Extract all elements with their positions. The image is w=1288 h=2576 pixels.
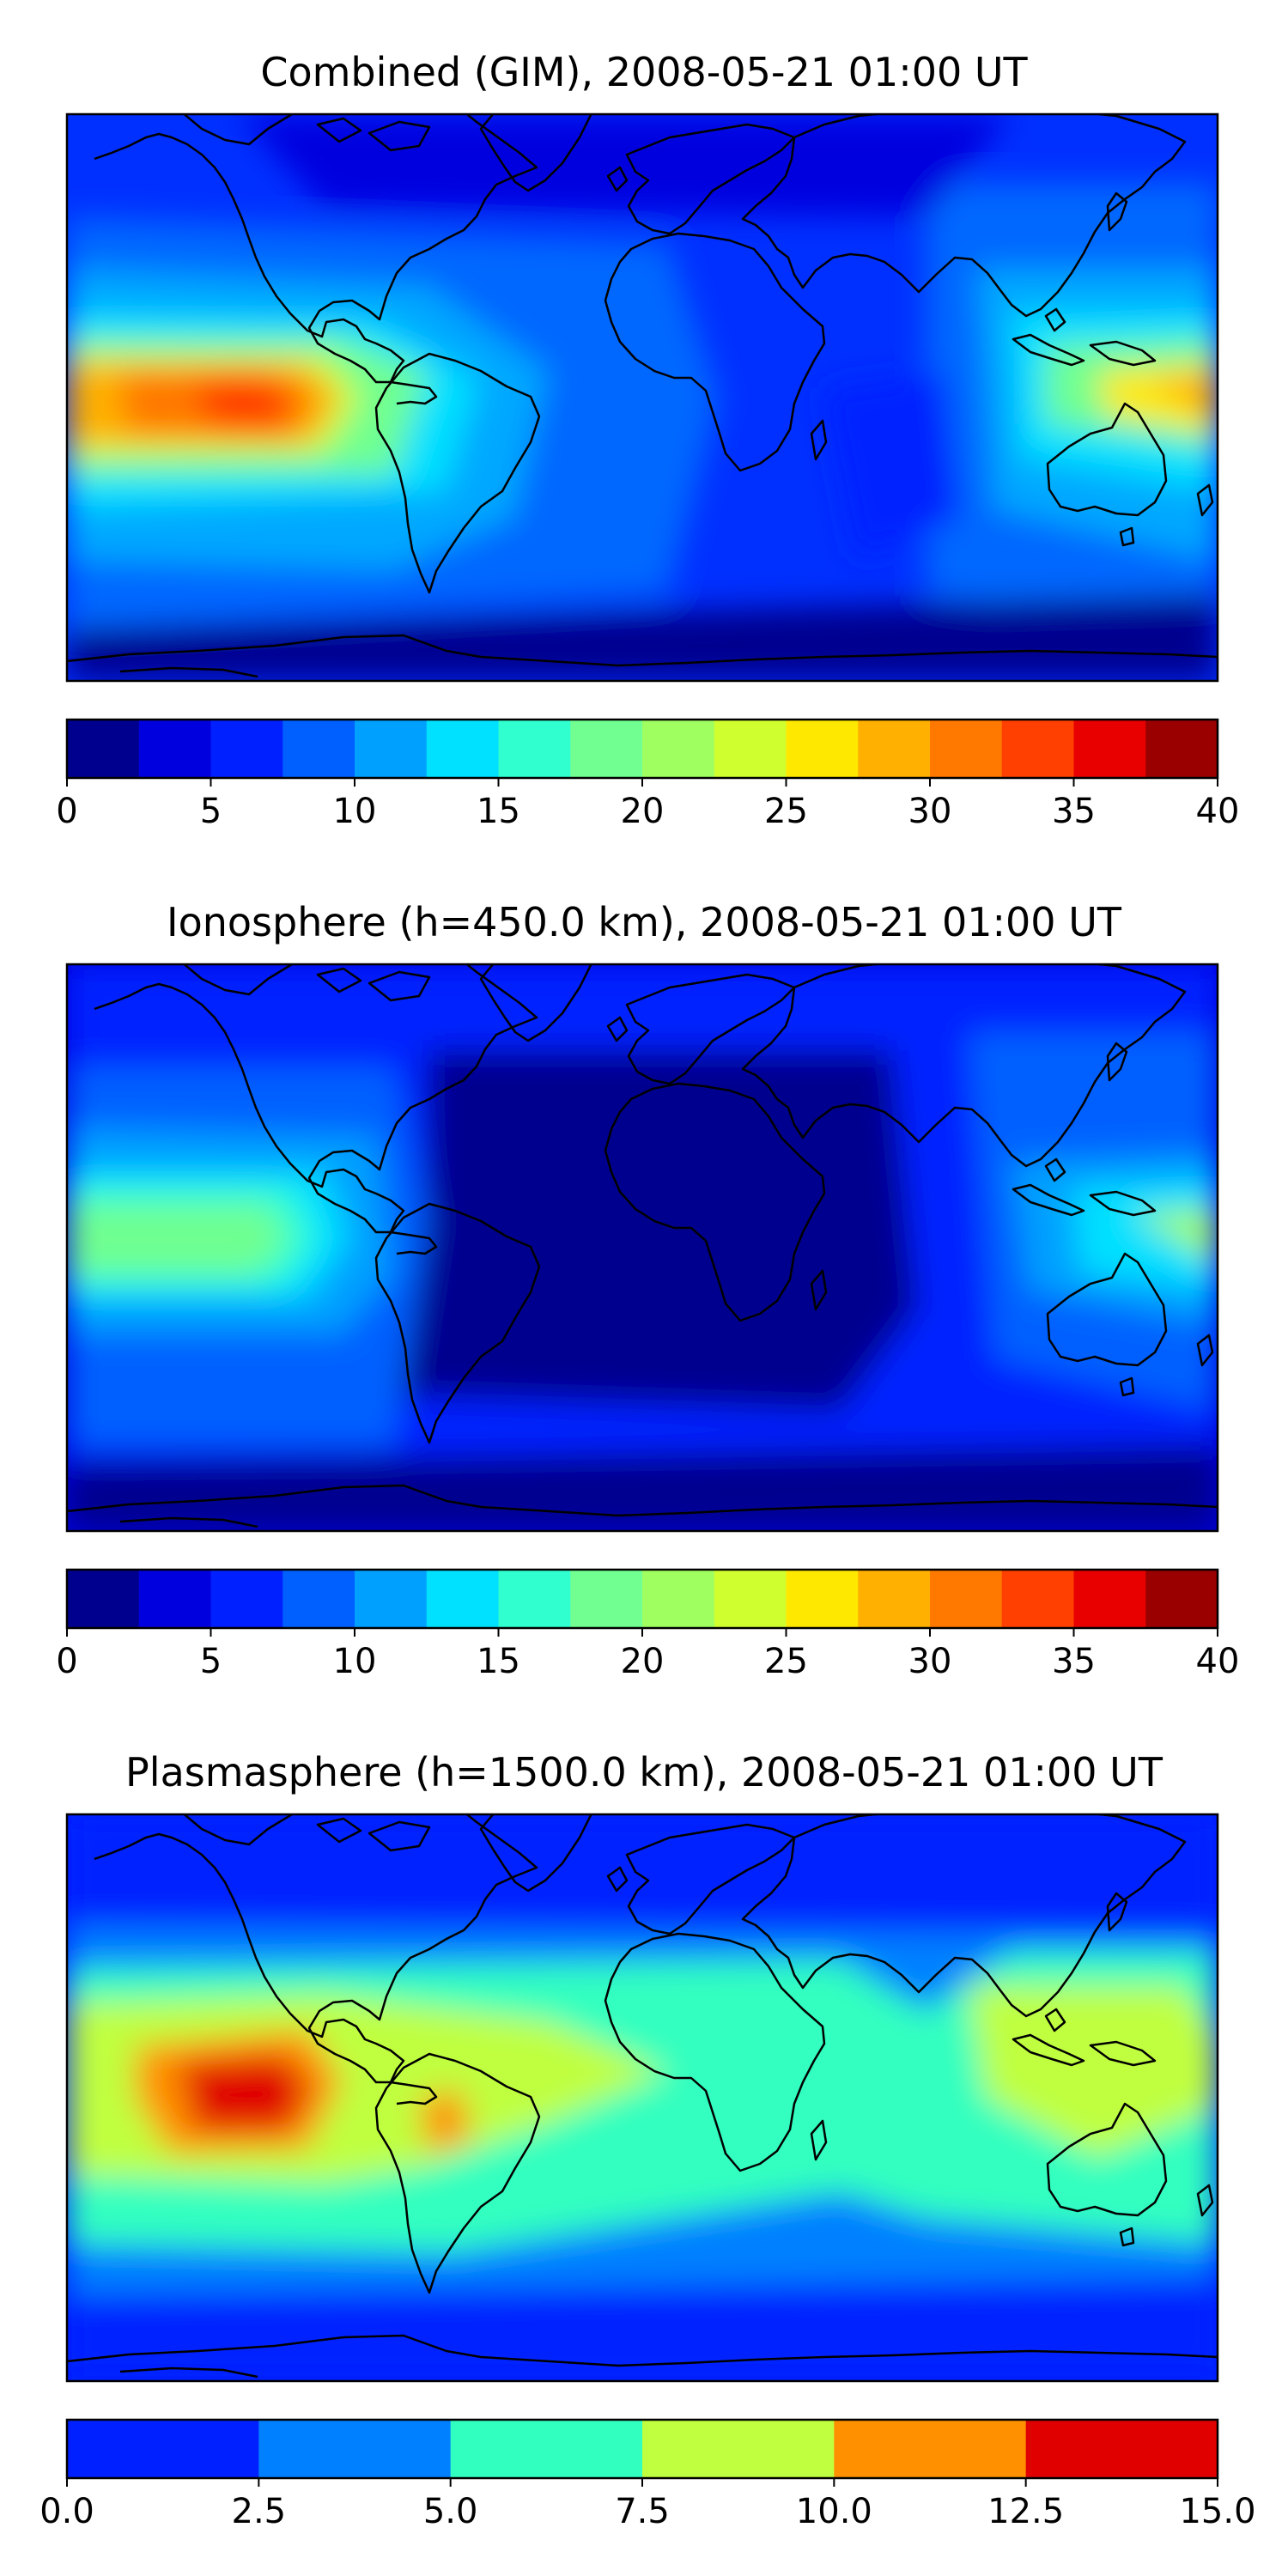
panel-title: Plasmasphere (h=1500.0 km), 2008-05-21 0… [125, 1749, 1163, 1795]
colorbar-segment [210, 1570, 283, 1628]
colorbar-segment [426, 1570, 500, 1628]
colorbar-segment [283, 1570, 355, 1628]
colorbar-segment [930, 1570, 1003, 1628]
panel-ionosphere: Ionosphere (h=450.0 km), 2008-05-21 01:0… [56, 899, 1239, 1681]
colorbar-segment [138, 720, 212, 778]
colorbar-segment [858, 720, 931, 778]
colorbar-tick-label: 15 [477, 792, 520, 831]
colorbar-tick-label: 30 [908, 1642, 952, 1681]
colorbar-segment [1025, 2420, 1218, 2478]
colorbar-segment [1073, 1570, 1146, 1628]
colorbar-segment [1001, 1570, 1075, 1628]
colorbar-segment [283, 720, 355, 778]
colorbar-segment [138, 1570, 212, 1628]
colorbar-segment [258, 2420, 452, 2478]
colorbar-tick-label: 10 [333, 1642, 377, 1681]
panel-title: Ionosphere (h=450.0 km), 2008-05-21 01:0… [167, 899, 1122, 945]
colorbar-segment [570, 1570, 643, 1628]
map-field [67, 1814, 1218, 2381]
colorbar-segment [210, 720, 283, 778]
colorbar-segment [786, 1570, 859, 1628]
colorbar-segment [67, 2420, 259, 2478]
colorbar-tick-label: 15.0 [1179, 2492, 1255, 2531]
colorbar-segment [642, 720, 715, 778]
colorbar-segment [570, 720, 643, 778]
panel-combined: Combined (GIM), 2008-05-21 01:00 UT 0 5 10 1… [56, 49, 1239, 831]
colorbar-tick-label: 25 [764, 1642, 808, 1681]
colorbar-segment [858, 1570, 931, 1628]
colorbar-tick-label: 12.5 [987, 2492, 1064, 2531]
colorbar-segment [714, 1570, 787, 1628]
colorbar-segment [67, 1570, 140, 1628]
colorbar-segment [498, 1570, 571, 1628]
colorbar-segment [1001, 720, 1075, 778]
colorbar-tick-label: 10.0 [796, 2492, 872, 2531]
colorbar-segment [642, 1570, 715, 1628]
colorbar-tick-label: 7.5 [615, 2492, 670, 2531]
colorbar-segment [1145, 720, 1218, 778]
colorbar-tick-label: 20 [621, 1642, 665, 1681]
colorbar-tick-label: 40 [1196, 792, 1240, 831]
colorbar-tick-label: 35 [1052, 792, 1096, 831]
colorbar-tick-label: 5.0 [423, 2492, 478, 2531]
colorbar-segment [67, 720, 140, 778]
colorbar-tick-label: 35 [1052, 1642, 1096, 1681]
colorbar-tick-label: 2.5 [232, 2492, 287, 2531]
map-field [67, 114, 1218, 681]
colorbar-segment [930, 720, 1003, 778]
colorbar-segment [355, 720, 428, 778]
colorbar-segment [1145, 1570, 1218, 1628]
colorbar-tick-label: 15 [477, 1642, 520, 1681]
colorbar-tick-label: 20 [621, 792, 665, 831]
colorbar-segment [498, 720, 571, 778]
colorbar: 0.0 2.5 5.0 7.5 10.0 12.5 15.0 [39, 2418, 1256, 2531]
colorbar-tick-label: 40 [1196, 1642, 1240, 1681]
colorbar: 0 5 10 15 20 25 30 35 40 [56, 718, 1240, 831]
colorbar: 0 5 10 15 20 25 30 35 40 [56, 1568, 1240, 1681]
colorbar-segment [714, 720, 787, 778]
colorbar-segment [426, 720, 500, 778]
colorbar-segment [834, 2420, 1027, 2478]
map-frame [65, 112, 1219, 683]
colorbar-segment [786, 720, 859, 778]
map-frame [65, 1813, 1219, 2383]
colorbar-tick-label: 30 [908, 792, 952, 831]
colorbar-segment [1073, 720, 1146, 778]
panel-title: Combined (GIM), 2008-05-21 01:00 UT [260, 49, 1028, 95]
map-frame [65, 963, 1219, 1533]
map-field [67, 964, 1218, 1531]
colorbar-tick-label: 25 [764, 792, 808, 831]
colorbar-segment [450, 2420, 643, 2478]
colorbar-segment [642, 2420, 835, 2478]
colorbar-segment [355, 1570, 428, 1628]
colorbar-tick-label: 5 [200, 1642, 222, 1681]
colorbar-tick-label: 5 [200, 792, 222, 831]
colorbar-tick-label: 10 [333, 792, 377, 831]
panel-plasmasphere: Plasmasphere (h=1500.0 km), 2008-05-21 0… [39, 1749, 1255, 2531]
colorbar-tick-label: 0 [56, 1642, 77, 1681]
colorbar-tick-label: 0.0 [39, 2492, 94, 2531]
colorbar-tick-label: 0 [56, 792, 77, 831]
